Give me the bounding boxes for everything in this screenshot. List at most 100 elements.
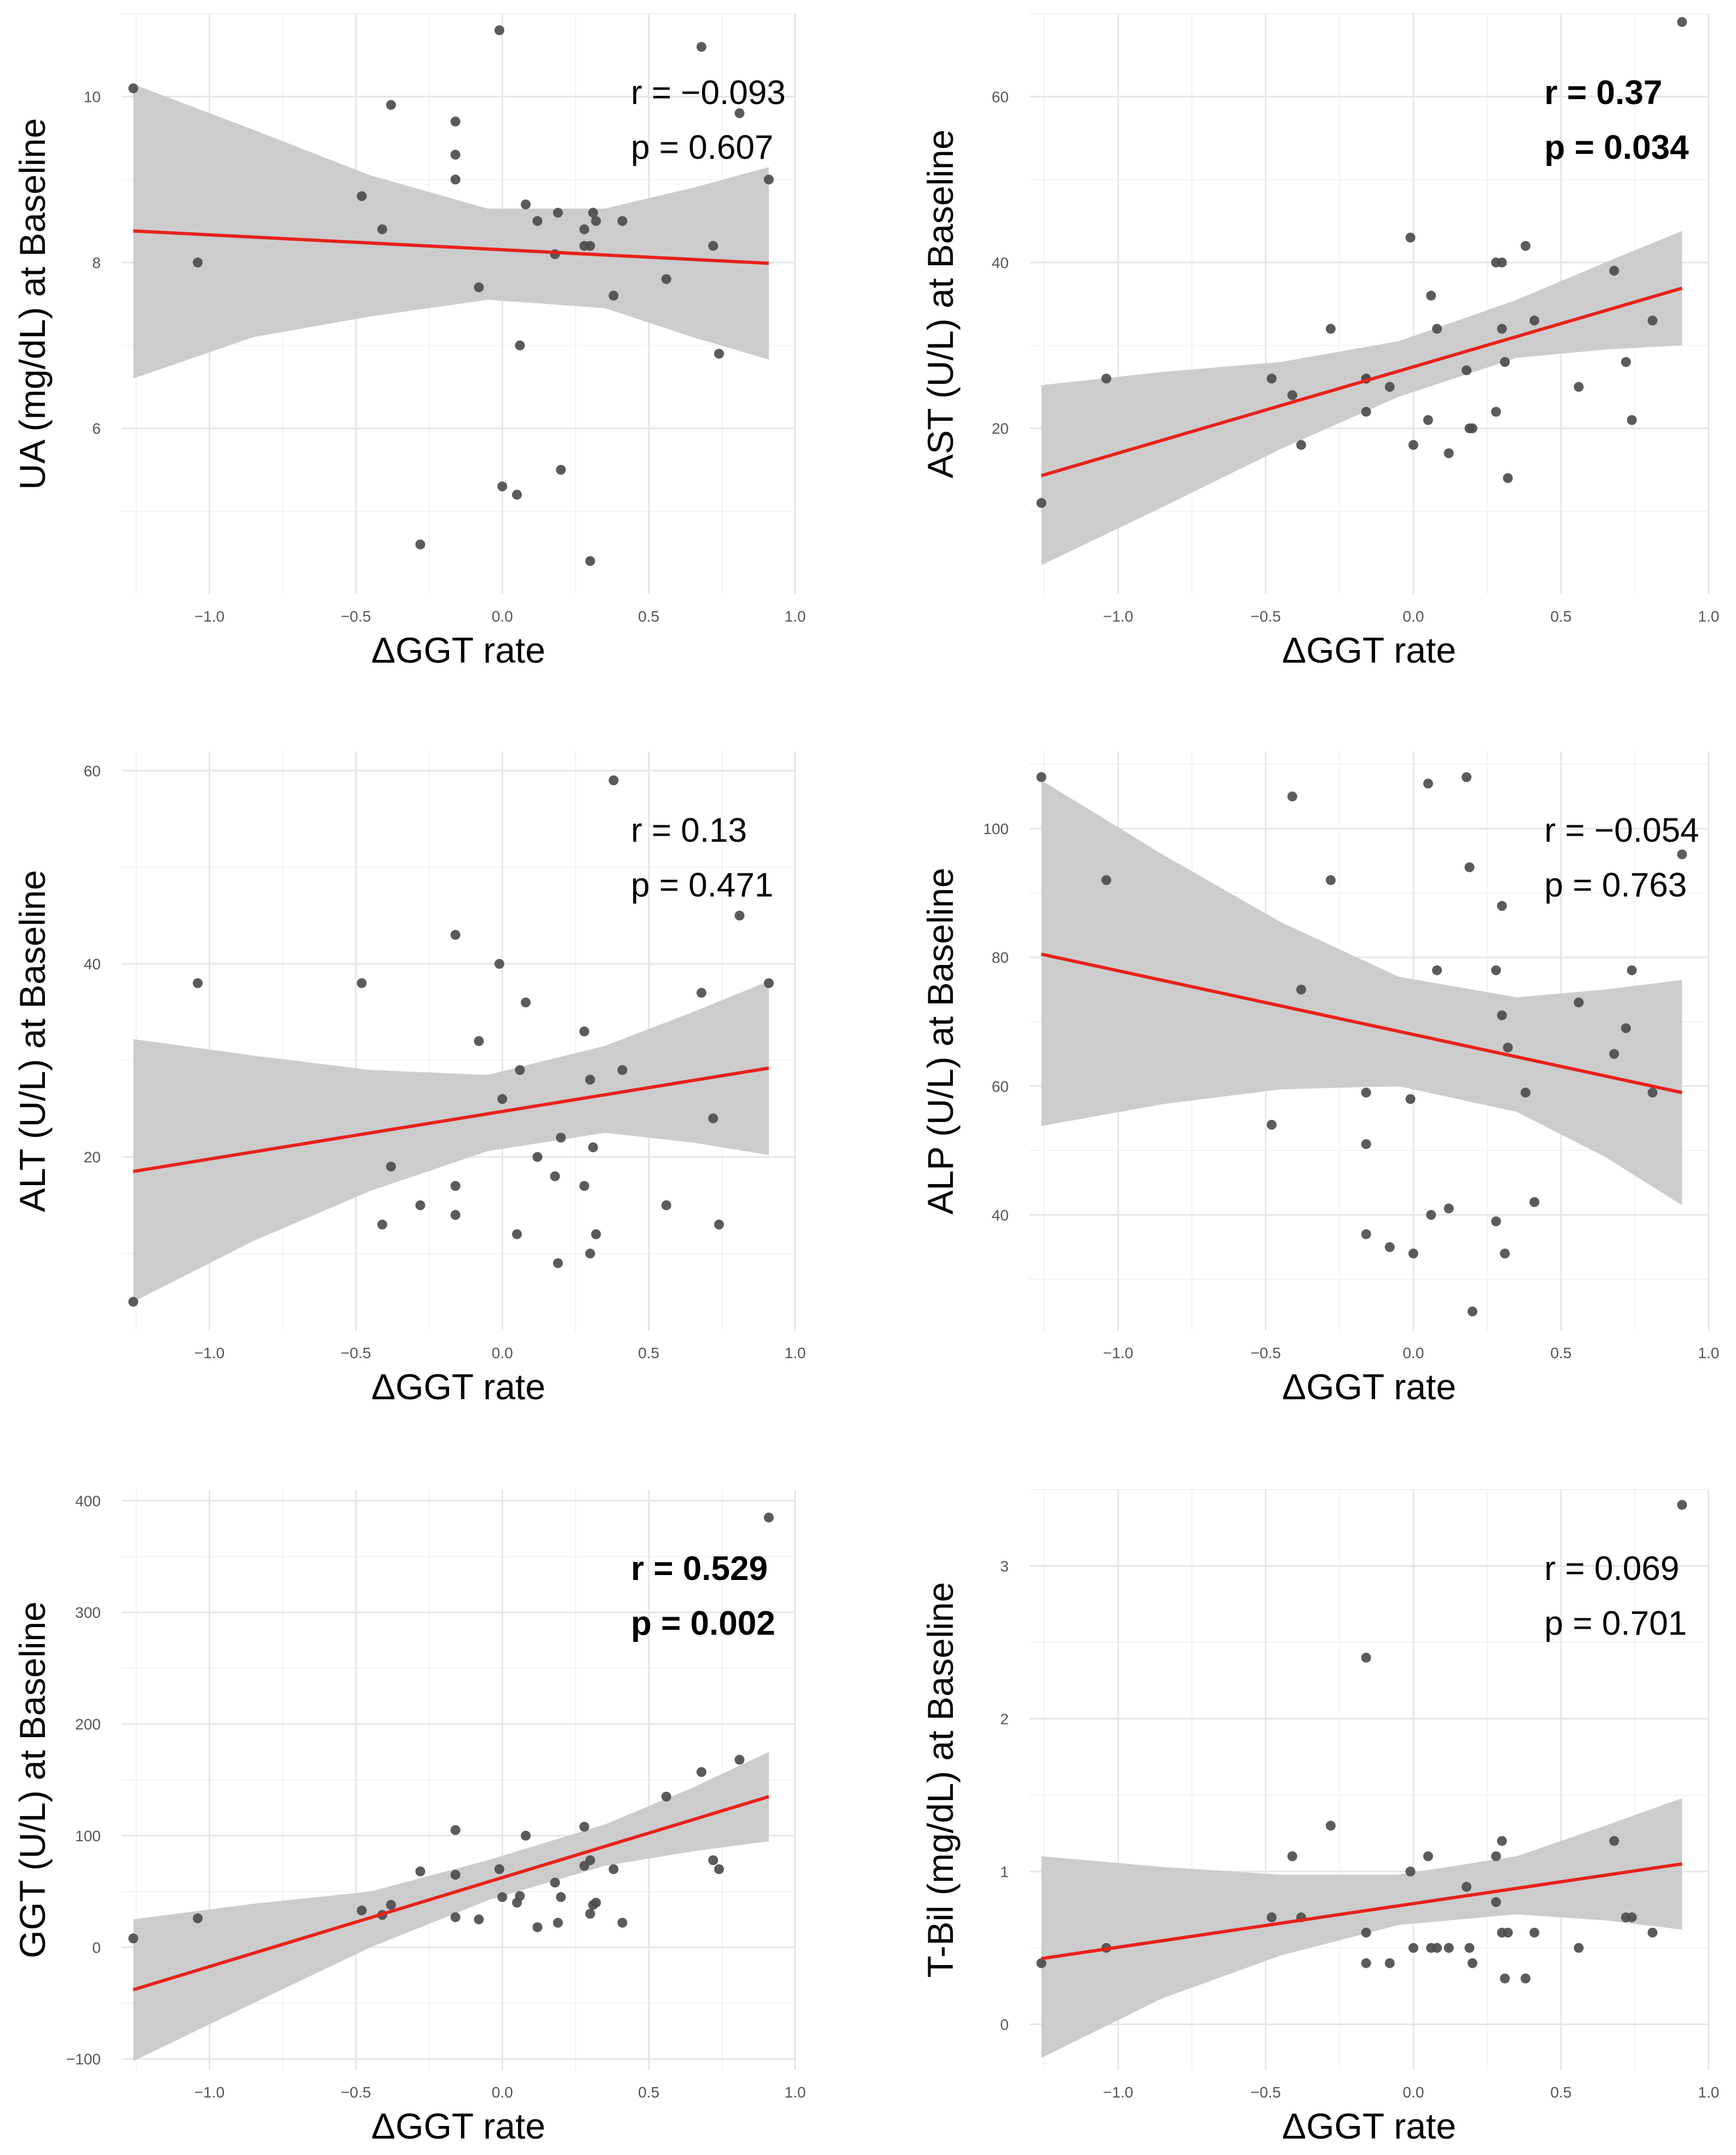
data-point xyxy=(415,1866,426,1877)
scatter-panel-middle-right: −1.0 −0.5 0.0 0.5 1.0 40 60 80 100 ΔGGT rate ALP (… xyxy=(920,751,1719,1407)
data-point xyxy=(377,224,387,234)
data-point xyxy=(1520,1973,1531,1984)
correlation-r: r = 0.069 xyxy=(1544,1550,1679,1588)
data-point xyxy=(450,174,461,185)
y-axis-title: AST (U/L) at Baseline xyxy=(920,129,961,478)
data-point xyxy=(1444,1203,1454,1214)
data-point xyxy=(450,930,461,940)
data-point xyxy=(1444,1943,1454,1953)
data-point xyxy=(1503,1927,1513,1938)
data-point xyxy=(1361,1139,1371,1150)
data-point xyxy=(550,1171,560,1181)
scatter-panel-bottom-left: −1.0 −0.5 0.0 0.5 1.0 −100 0 100 200 300 400 ΔGGT r… xyxy=(12,1490,806,2146)
data-point xyxy=(585,241,595,251)
data-point xyxy=(1325,324,1336,334)
data-point xyxy=(617,216,628,226)
data-point xyxy=(386,1900,396,1910)
x-tick-label: −0.5 xyxy=(341,1344,371,1361)
x-tick-label: −1.0 xyxy=(1103,1344,1133,1361)
data-point xyxy=(579,1026,589,1037)
data-point xyxy=(1444,448,1454,458)
data-point xyxy=(1503,1042,1513,1053)
data-point xyxy=(1361,1927,1371,1938)
data-point xyxy=(1384,1242,1395,1252)
confidence-band xyxy=(133,84,769,379)
y-tick-label: 100 xyxy=(983,820,1009,837)
data-point xyxy=(1626,1912,1637,1923)
data-point xyxy=(1677,849,1687,860)
confidence-band xyxy=(1041,1798,1682,2058)
data-point xyxy=(515,1065,525,1075)
x-tick-label: 0.0 xyxy=(1402,1344,1424,1361)
y-tick-label: 20 xyxy=(84,1149,101,1166)
regression-line xyxy=(133,1066,769,1174)
data-point xyxy=(1467,1306,1478,1317)
y-tick-label: 60 xyxy=(992,1078,1009,1095)
x-tick-label: 0.0 xyxy=(492,1344,513,1361)
data-point xyxy=(696,42,706,52)
data-point xyxy=(608,775,619,785)
data-point xyxy=(193,978,203,989)
data-point xyxy=(1677,17,1687,27)
grid xyxy=(1030,1489,1710,2070)
data-point xyxy=(1461,772,1471,783)
data-point xyxy=(1500,357,1510,367)
data-point xyxy=(1609,1049,1619,1059)
data-point xyxy=(579,224,589,234)
x-tick-label: −1.0 xyxy=(1103,608,1133,625)
x-tick-label: 0.5 xyxy=(1550,1344,1572,1361)
x-tick-label: 1.0 xyxy=(785,1344,806,1361)
data-point xyxy=(1609,266,1619,276)
data-points xyxy=(1036,17,1687,508)
x-tick-label: 0.0 xyxy=(1402,608,1424,625)
data-point xyxy=(497,1892,508,1903)
data-point xyxy=(1491,1216,1501,1227)
data-points xyxy=(128,775,774,1307)
data-points xyxy=(128,1512,774,1944)
data-point xyxy=(1503,473,1513,483)
data-point xyxy=(585,556,595,566)
data-point xyxy=(1036,498,1047,508)
data-point xyxy=(474,1036,484,1046)
data-point xyxy=(1573,997,1584,1008)
x-axis-title: ΔGGT rate xyxy=(1282,630,1456,670)
x-tick-label: 1.0 xyxy=(1698,1344,1720,1361)
data-point xyxy=(591,1229,601,1239)
data-point xyxy=(1647,1088,1658,1098)
data-point xyxy=(579,1181,589,1191)
correlation-p: p = 0.002 xyxy=(631,1605,775,1642)
data-point xyxy=(357,978,367,989)
data-point xyxy=(450,150,461,160)
data-point xyxy=(550,1877,560,1888)
scatter-panel-bottom-right: −1.0 −0.5 0.0 0.5 1.0 0 1 2 3 ΔGGT rate T-Bil (mg/… xyxy=(920,1489,1719,2146)
data-point xyxy=(1529,315,1539,326)
x-tick-label: −1.0 xyxy=(194,608,225,625)
data-point xyxy=(1405,1866,1416,1877)
data-point xyxy=(585,1909,595,1919)
y-axis-title: ALP (U/L) at Baseline xyxy=(920,867,961,1214)
data-point xyxy=(617,1065,628,1075)
y-tick-label: 2 xyxy=(1000,1710,1009,1727)
data-point xyxy=(450,116,461,127)
data-point xyxy=(1036,1958,1047,1968)
data-point xyxy=(1432,965,1442,975)
x-axis-title: ΔGGT rate xyxy=(371,630,545,670)
x-tick-label: −0.5 xyxy=(341,608,371,625)
data-point xyxy=(591,216,601,226)
y-tick-label: 8 xyxy=(92,254,101,271)
data-point xyxy=(450,1181,461,1191)
regression-line xyxy=(133,1795,769,1992)
data-point xyxy=(1500,1973,1510,1984)
data-point xyxy=(1491,1851,1501,1861)
data-point xyxy=(494,958,504,969)
data-point xyxy=(1361,1229,1371,1239)
data-point xyxy=(1573,1943,1584,1953)
data-point xyxy=(608,290,619,301)
data-point xyxy=(1296,440,1306,450)
data-point xyxy=(1432,324,1442,334)
data-point xyxy=(1491,406,1501,417)
data-point xyxy=(1325,875,1336,886)
x-axis-title: ΔGGT rate xyxy=(371,1366,545,1407)
data-point xyxy=(1361,1652,1371,1663)
